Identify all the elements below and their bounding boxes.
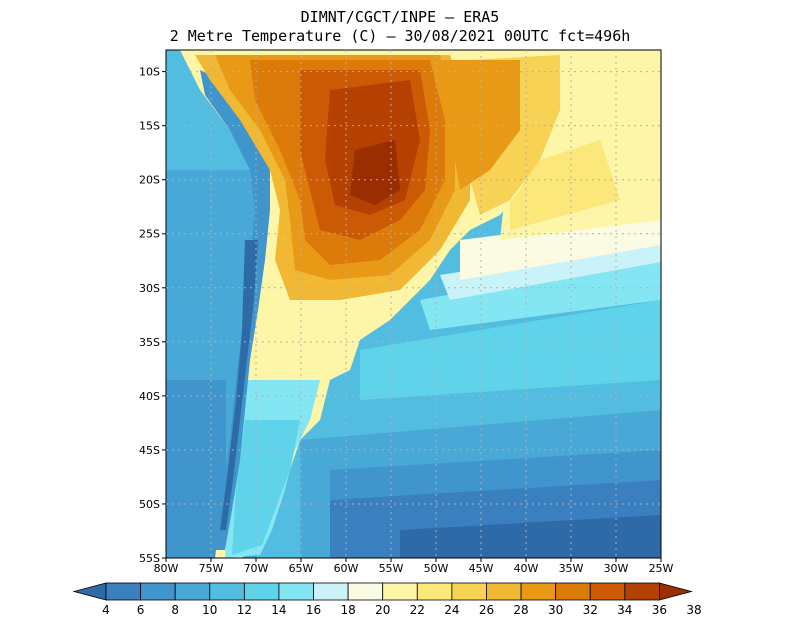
- map-title-line2: 2 Metre Temperature (C) – 30/08/2021 00U…: [169, 27, 631, 45]
- lat-label: 50S: [139, 498, 160, 511]
- colorbar-swatch: [624, 582, 660, 601]
- lon-label: 65W: [289, 562, 314, 575]
- colorbar-swatch: [382, 582, 418, 601]
- colorbar-label: 12: [237, 603, 252, 617]
- colorbar-swatch: [451, 582, 487, 601]
- lat-label: 55S: [139, 552, 160, 565]
- colorbar-label: 30: [548, 603, 563, 617]
- colorbar-label: 22: [410, 603, 425, 617]
- colorbar-swatch: [486, 582, 522, 601]
- lon-label: 40W: [514, 562, 539, 575]
- lon-label: 30W: [604, 562, 629, 575]
- lat-label: 15S: [139, 120, 160, 133]
- lon-label: 55W: [379, 562, 404, 575]
- colorbar-min-arrow: [72, 582, 107, 601]
- lat-label: 30S: [139, 282, 160, 295]
- colorbar-label: 8: [171, 603, 179, 617]
- colorbar-swatch: [313, 582, 349, 601]
- colorbar-label: 24: [444, 603, 459, 617]
- lat-label: 10S: [139, 66, 160, 79]
- lon-label: 35W: [559, 562, 584, 575]
- colorbar-swatch: [416, 582, 453, 601]
- lat-label: 25S: [139, 228, 160, 241]
- colorbar-label: 6: [137, 603, 145, 617]
- map-title-line1: DIMNT/CGCT/INPE – ERA5: [300, 8, 500, 26]
- colorbar-label: 10: [202, 603, 217, 617]
- colorbar-swatch: [555, 582, 591, 601]
- lon-label: 45W: [469, 562, 494, 575]
- lat-label: 20S: [139, 174, 160, 187]
- lon-label: 60W: [334, 562, 359, 575]
- colorbar-swatch: [105, 582, 141, 601]
- colorbar-swatch: [209, 582, 245, 601]
- lat-label: 40S: [139, 390, 160, 403]
- colorbar-swatch: [174, 582, 211, 601]
- colorbar-label: 16: [306, 603, 321, 617]
- colorbar-label: 14: [271, 603, 286, 617]
- colorbar-swatch: [520, 582, 557, 601]
- colorbar-label: 38: [686, 603, 701, 617]
- lon-label: 75W: [199, 562, 224, 575]
- lon-label: 50W: [424, 562, 449, 575]
- colorbar-max-arrow: [659, 582, 693, 601]
- lon-label: 25W: [649, 562, 674, 575]
- longitude-labels: 80W 75W 70W 65W 60W 55W 50W 45W 40W 35W 30W 25W: [154, 558, 674, 575]
- colorbar-label: 26: [479, 603, 494, 617]
- colorbar-swatch: [278, 582, 314, 601]
- colorbar-label: 20: [375, 603, 390, 617]
- colorbar: 4 6 8 10 12 14 16 18 20 22 24 26 28 30 32 34 36 38: [72, 582, 702, 617]
- map-frame: [165, 49, 662, 559]
- colorbar-label: 36: [652, 603, 667, 617]
- colorbar-label: 32: [583, 603, 598, 617]
- colorbar-swatch: [243, 582, 280, 601]
- colorbar-label: 34: [617, 603, 632, 617]
- graticule: [166, 50, 661, 558]
- colorbar-label: 28: [513, 603, 528, 617]
- colorbar-swatch: [140, 582, 176, 601]
- temperature-field: [166, 50, 661, 558]
- lat-label: 35S: [139, 336, 160, 349]
- lon-label: 80W: [154, 562, 179, 575]
- lon-label: 70W: [244, 562, 269, 575]
- colorbar-label: 18: [340, 603, 355, 617]
- lat-label: 45S: [139, 444, 160, 457]
- colorbar-swatch: [347, 582, 384, 601]
- colorbar-label: 4: [102, 603, 110, 617]
- colorbar-swatch: [589, 582, 626, 601]
- latitude-labels: 10S 15S 20S 25S 30S 35S 40S 45S 50S 55S: [139, 66, 166, 565]
